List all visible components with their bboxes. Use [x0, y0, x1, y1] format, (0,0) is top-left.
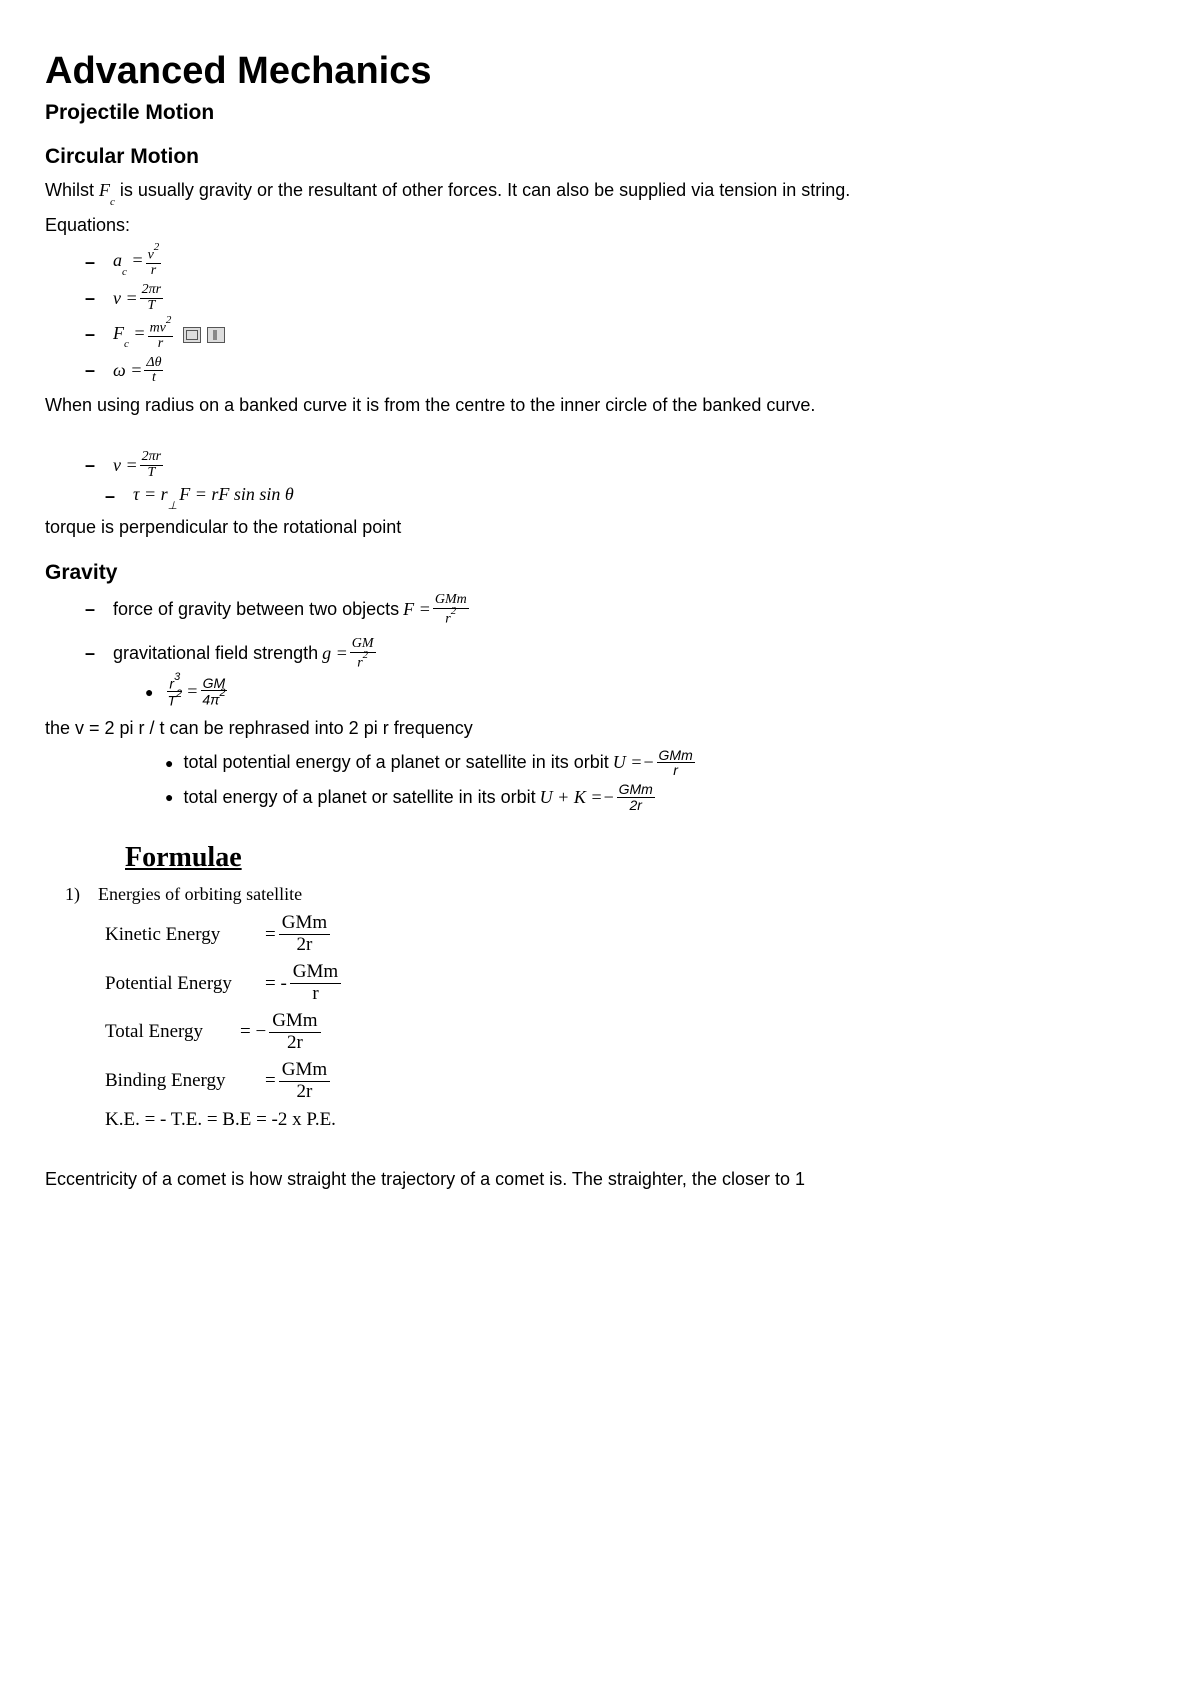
placeholder-icon [207, 327, 225, 343]
section-gravity: Gravity [45, 561, 1155, 585]
placeholder-icon [183, 327, 201, 343]
item-text: Energies of orbiting satellite [98, 884, 302, 905]
row-pe: Potential Energy = - GMmr [105, 962, 1155, 1005]
formulae-item-1: 1) Energies of orbiting satellite [65, 884, 1155, 905]
formulae-block: Kinetic Energy = GMm2r Potential Energy … [105, 913, 1155, 1130]
item-number: 1) [65, 884, 80, 905]
row-te: Total Energy = − GMm2r [105, 1011, 1155, 1054]
inline-icons [183, 327, 225, 343]
eq-gravity-field: – gravitational field strength g = GMr2 [85, 637, 1155, 671]
formulae-heading: Formulae [125, 842, 1155, 874]
banked-note: When using radius on a banked curve it i… [45, 392, 1155, 419]
more-equations: – v = 2πrT – τ = r⊥F = rF sin sin θ [85, 450, 1155, 508]
section-circular: Circular Motion [45, 145, 1155, 169]
eq-fc: – Fc = mv2r [85, 318, 1155, 352]
eq-torque: – τ = r⊥F = rF sin sin θ [105, 484, 1155, 508]
eq-ac: – ac = v2r [85, 245, 1155, 279]
row-ke: Kinetic Energy = GMm2r [105, 913, 1155, 956]
eq-potential-energy: ● total potential energy of a planet or … [165, 748, 1155, 778]
intro-b: is usually gravity or the resultant of o… [115, 180, 850, 200]
row-be: Binding Energy = GMm2r [105, 1060, 1155, 1103]
intro-a: Whilst [45, 180, 99, 200]
torque-note: torque is perpendicular to the rotationa… [45, 514, 1155, 541]
page-title: Advanced Mechanics [45, 50, 1155, 93]
eq-kepler: ● r3T2 = GM4π2 [145, 675, 1155, 709]
gravity-equations: – force of gravity between two objects F… [85, 593, 1155, 671]
eq-total-energy: ● total energy of a planet or satellite … [165, 782, 1155, 812]
energy-bullets: ● total potential energy of a planet or … [165, 748, 1155, 813]
circular-intro: Whilst Fc is usually gravity or the resu… [45, 177, 1155, 206]
kepler-bullet: ● r3T2 = GM4π2 [145, 675, 1155, 709]
row-relation: K.E. = - T.E. = B.E = -2 x P.E. [105, 1109, 1155, 1131]
circular-equations: – ac = v2r – v = 2πrT – Fc = mv2r – ω = … [85, 245, 1155, 386]
eq-v: – v = 2πrT [85, 283, 1155, 313]
eccentricity-note: Eccentricity of a comet is how straight … [45, 1166, 1155, 1193]
section-projectile: Projectile Motion [45, 101, 1155, 125]
equations-label: Equations: [45, 212, 1155, 239]
freq-note: the v = 2 pi r / t can be rephrased into… [45, 715, 1155, 742]
eq-v2: – v = 2πrT [85, 450, 1155, 480]
eq-gravity-force: – force of gravity between two objects F… [85, 593, 1155, 627]
eq-omega: – ω = Δθt [85, 356, 1155, 386]
